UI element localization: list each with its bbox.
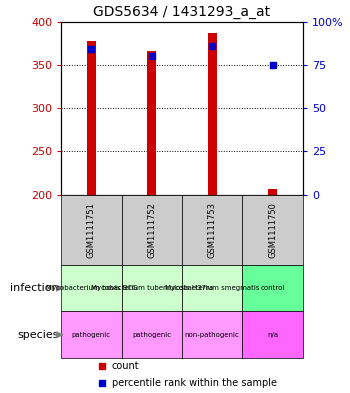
Point — [149, 53, 155, 59]
Text: Mycobacterium tuberculosis H37ra: Mycobacterium tuberculosis H37ra — [91, 285, 213, 291]
Title: GDS5634 / 1431293_a_at: GDS5634 / 1431293_a_at — [93, 5, 271, 19]
Text: Mycobacterium bovis BCG: Mycobacterium bovis BCG — [46, 285, 137, 291]
Text: count: count — [112, 361, 140, 371]
Bar — [182, 312, 242, 358]
Bar — [242, 265, 303, 312]
Bar — [61, 265, 122, 312]
Text: Mycobacterium smegmatis: Mycobacterium smegmatis — [165, 285, 259, 291]
Bar — [122, 312, 182, 358]
Text: GSM1111752: GSM1111752 — [147, 202, 156, 257]
Bar — [208, 33, 217, 195]
Bar — [122, 265, 182, 312]
Bar — [122, 195, 182, 265]
Bar — [61, 312, 122, 358]
Bar — [61, 195, 122, 265]
Bar — [87, 40, 96, 195]
Bar — [242, 312, 303, 358]
Bar — [182, 195, 242, 265]
Text: pathogenic: pathogenic — [132, 332, 172, 338]
Text: control: control — [260, 285, 285, 291]
Text: GSM1111753: GSM1111753 — [208, 202, 217, 258]
Bar — [242, 195, 303, 265]
Text: infection: infection — [10, 283, 59, 293]
Text: percentile rank within the sample: percentile rank within the sample — [112, 378, 277, 388]
Bar — [147, 51, 156, 195]
Text: n/a: n/a — [267, 332, 278, 338]
Point — [209, 43, 215, 49]
Point — [270, 62, 275, 68]
Text: pathogenic: pathogenic — [72, 332, 111, 338]
Bar — [182, 265, 242, 312]
Text: GSM1111751: GSM1111751 — [87, 202, 96, 257]
Text: species: species — [18, 330, 59, 340]
Bar — [268, 189, 277, 195]
Point — [89, 46, 94, 52]
Text: GSM1111750: GSM1111750 — [268, 202, 277, 257]
Text: non-pathogenic: non-pathogenic — [185, 332, 240, 338]
